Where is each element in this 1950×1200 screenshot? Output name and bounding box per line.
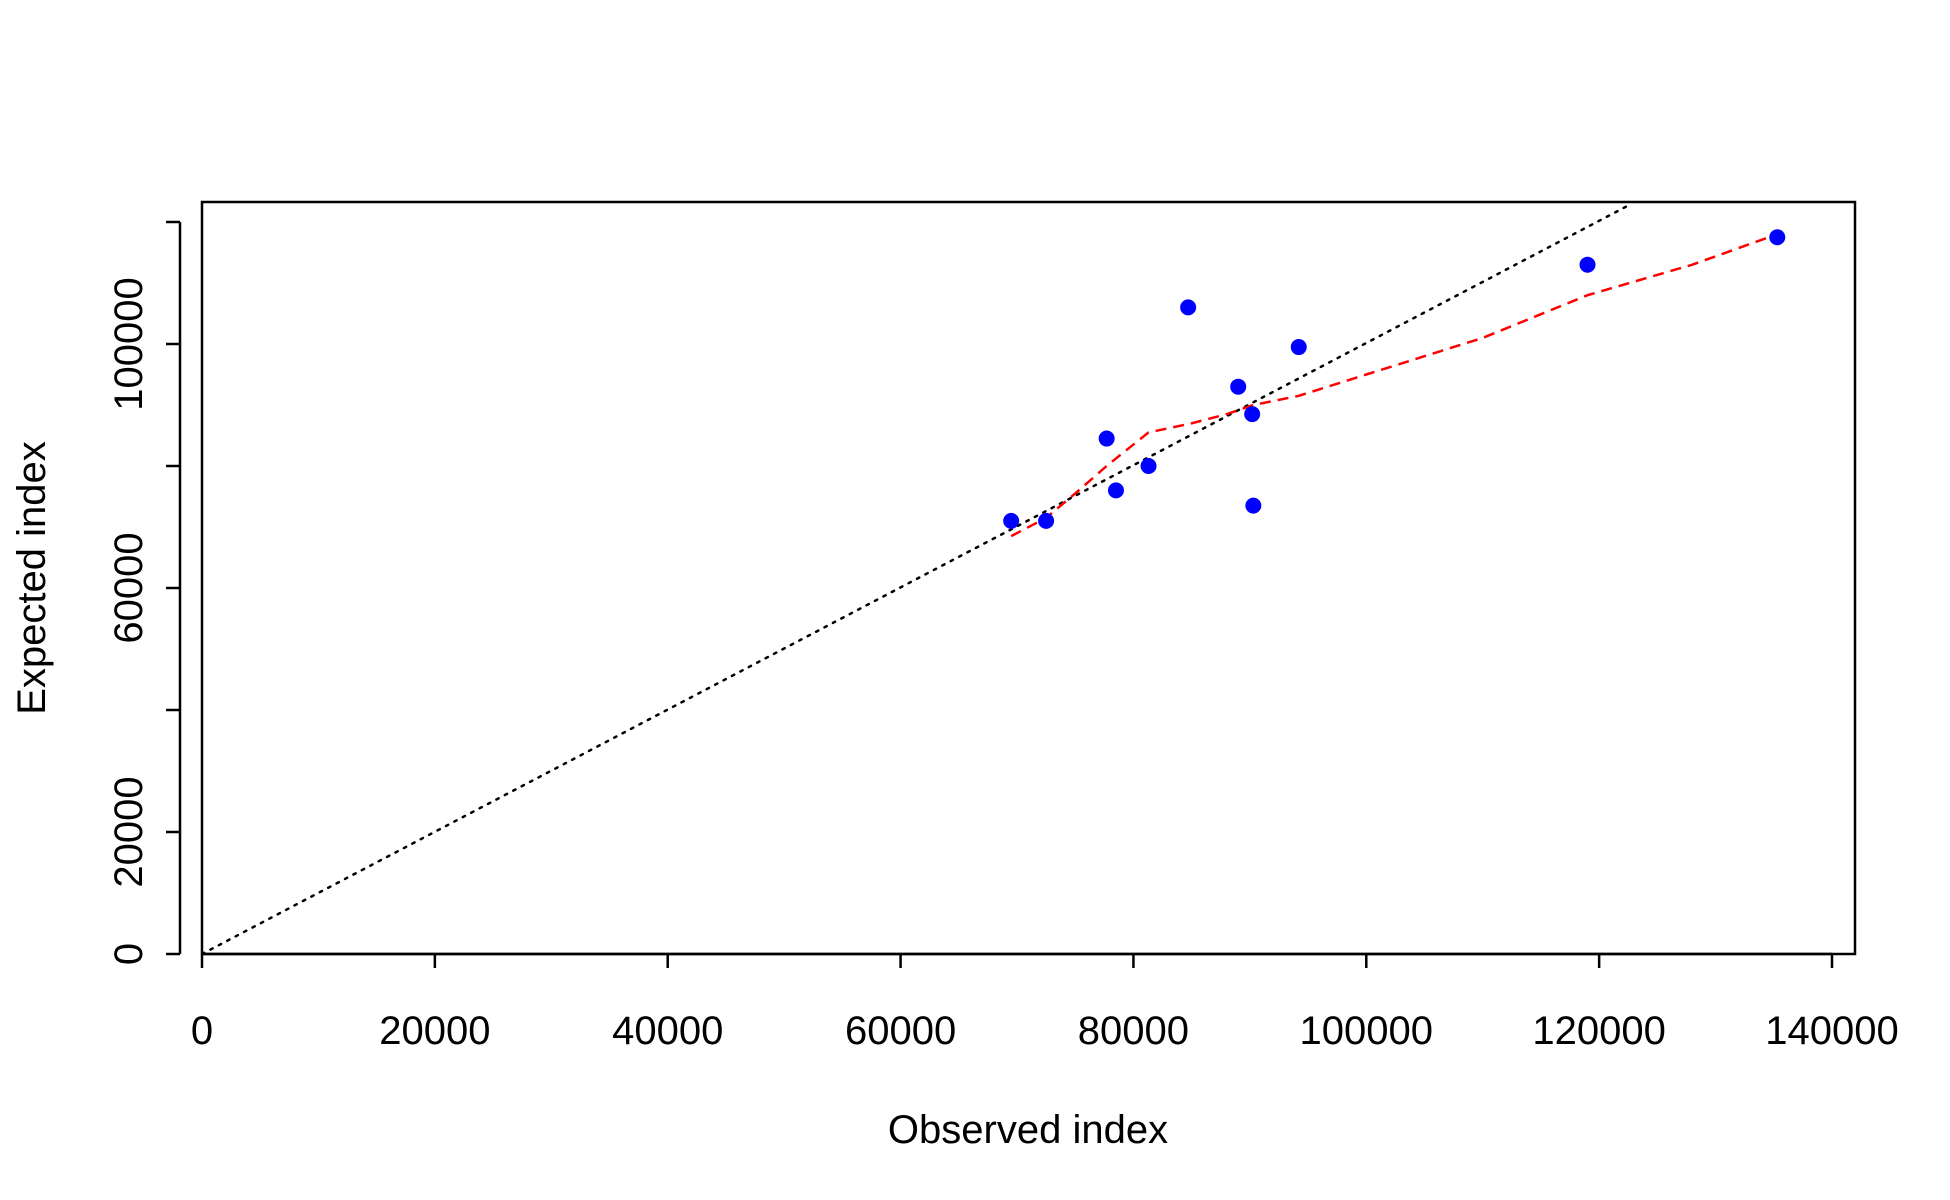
x-tick-label: 20000: [379, 1009, 490, 1053]
data-point: [1107, 482, 1124, 499]
data-point: [1180, 299, 1197, 316]
y-axis: 0 20000 60000 100000: [107, 220, 182, 965]
x-tick-label: 120000: [1532, 1009, 1665, 1053]
data-point: [1003, 512, 1020, 529]
x-tick-label: 40000: [612, 1009, 723, 1053]
data-point: [1245, 497, 1262, 514]
y-tick-label: 60000: [107, 532, 151, 643]
x-tick-label: 140000: [1765, 1009, 1898, 1053]
x-tick-label: 100000: [1300, 1009, 1433, 1053]
plot-area: [202, 202, 1786, 954]
plot-frame: [200, 200, 1857, 956]
x-axis: 0 20000 40000 60000 80000 100000 120000 140000: [191, 952, 1899, 1053]
data-point: [1579, 256, 1596, 273]
reference-line: [202, 202, 1633, 954]
data-point: [1230, 378, 1247, 395]
data-point: [1244, 406, 1261, 423]
data-point: [1140, 458, 1157, 474]
x-tick-label: 0: [191, 1009, 213, 1053]
y-axis-title: Expected index: [10, 441, 54, 715]
y-tick-label: 0: [107, 943, 151, 965]
y-tick-label: 20000: [107, 776, 151, 887]
x-tick-label: 80000: [1078, 1009, 1189, 1053]
data-point: [1290, 339, 1307, 356]
x-tick-label: 60000: [845, 1009, 956, 1053]
smooth-line: [1010, 233, 1778, 538]
data-point: [1098, 430, 1115, 447]
x-axis-title: Observed index: [888, 1108, 1168, 1152]
y-tick-label: 100000: [107, 277, 151, 410]
data-point: [1038, 512, 1055, 529]
data-point: [1769, 229, 1786, 246]
